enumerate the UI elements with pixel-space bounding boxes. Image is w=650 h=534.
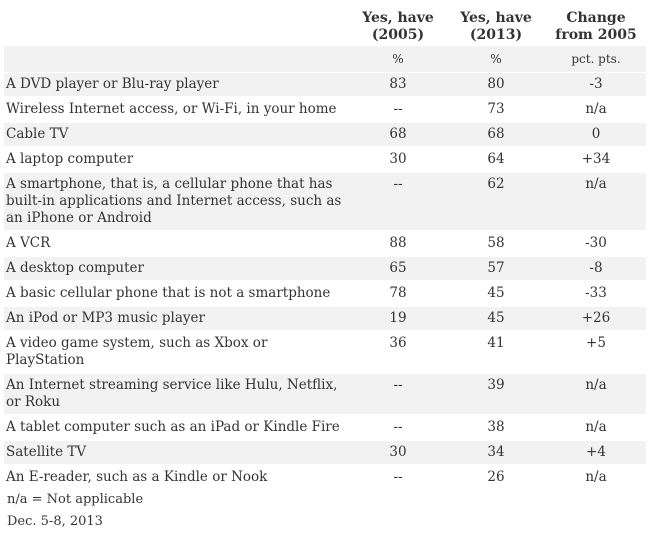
row-label: An iPod or MP3 music player — [4, 306, 350, 332]
value-2005: 36 — [350, 331, 446, 374]
value-change: +4 — [546, 440, 646, 466]
units-label-cell — [4, 46, 350, 73]
table-row: A laptop computer 30 64 +34 — [4, 147, 646, 173]
value-2013: 68 — [446, 122, 546, 148]
units-row: % % pct. pts. — [4, 46, 646, 73]
value-2013: 57 — [446, 256, 546, 282]
table-row: Wireless Internet access, or Wi-Fi, in y… — [4, 97, 646, 123]
value-2013: 41 — [446, 331, 546, 374]
ownership-table: Yes, have (2005) Yes, have (2013) Change… — [4, 6, 646, 491]
value-2013: 73 — [446, 97, 546, 123]
table-row: Satellite TV 30 34 +4 — [4, 440, 646, 466]
value-change: +34 — [546, 147, 646, 173]
row-label: A smartphone, that is, a cellular phone … — [4, 172, 350, 232]
value-2013: 80 — [446, 72, 546, 98]
value-2013: 62 — [446, 172, 546, 232]
header-2013-line2: (2013) — [469, 27, 523, 43]
row-label: A tablet computer such as an iPad or Kin… — [4, 415, 350, 441]
value-2005: 68 — [350, 122, 446, 148]
value-change: 0 — [546, 122, 646, 148]
value-change: -8 — [546, 256, 646, 282]
row-label: Wireless Internet access, or Wi-Fi, in y… — [4, 97, 350, 123]
header-2005-line2: (2005) — [371, 27, 425, 43]
footnote-date: Dec. 5-8, 2013 — [7, 514, 103, 529]
table-row: An iPod or MP3 music player 19 45 +26 — [4, 306, 646, 332]
header-2005: Yes, have (2005) — [350, 6, 446, 46]
row-label: Satellite TV — [4, 440, 350, 466]
footnote-na: n/a = Not applicable — [7, 492, 144, 507]
value-2013: 45 — [446, 306, 546, 332]
header-change-line2: from 2005 — [555, 27, 637, 43]
unit-2005: % — [350, 46, 446, 73]
value-change: n/a — [546, 373, 646, 416]
value-change: +5 — [546, 331, 646, 374]
value-2013: 64 — [446, 147, 546, 173]
header-change: Change from 2005 — [546, 6, 646, 46]
table-row: Cable TV 68 68 0 — [4, 122, 646, 148]
value-2005: -- — [350, 465, 446, 491]
value-2005: -- — [350, 373, 446, 416]
value-change: n/a — [546, 465, 646, 491]
header-2013-line1: Yes, have — [460, 10, 532, 26]
table-row: A VCR 88 58 -30 — [4, 231, 646, 257]
row-label: A basic cellular phone that is not a sma… — [4, 281, 350, 307]
value-2005: 30 — [350, 147, 446, 173]
row-label: A video game system, such as Xbox or Pla… — [4, 331, 350, 374]
table-row: An Internet streaming service like Hulu,… — [4, 373, 646, 416]
header-change-line1: Change — [566, 10, 626, 26]
value-change: -3 — [546, 72, 646, 98]
value-2005: -- — [350, 172, 446, 232]
header-row: Yes, have (2005) Yes, have (2013) Change… — [4, 6, 646, 46]
value-2013: 39 — [446, 373, 546, 416]
row-label: Cable TV — [4, 122, 350, 148]
row-label: An E-reader, such as a Kindle or Nook — [4, 465, 350, 491]
value-2013: 26 — [446, 465, 546, 491]
value-change: -30 — [546, 231, 646, 257]
value-2005: 78 — [350, 281, 446, 307]
value-2005: 88 — [350, 231, 446, 257]
unit-2013: % — [446, 46, 546, 73]
table-row: An E-reader, such as a Kindle or Nook -- 2… — [4, 465, 646, 491]
header-2005-line1: Yes, have — [362, 10, 434, 26]
value-2005: 19 — [350, 306, 446, 332]
unit-change: pct. pts. — [546, 46, 646, 73]
header-2013: Yes, have (2013) — [446, 6, 546, 46]
row-label: An Internet streaming service like Hulu,… — [4, 373, 350, 416]
value-2005: -- — [350, 415, 446, 441]
value-change: +26 — [546, 306, 646, 332]
table-row: A desktop computer 65 57 -8 — [4, 256, 646, 282]
row-label: A laptop computer — [4, 147, 350, 173]
table-body: A DVD player or Blu-ray player 83 80 -3 Wire… — [4, 72, 646, 491]
row-label: A VCR — [4, 231, 350, 257]
value-change: n/a — [546, 415, 646, 441]
footnotes: n/a = Not applicable Dec. 5-8, 2013 — [7, 489, 143, 533]
value-2005: -- — [350, 97, 446, 123]
value-2005: 83 — [350, 72, 446, 98]
survey-table-container: Yes, have (2005) Yes, have (2013) Change… — [4, 6, 646, 491]
value-2013: 38 — [446, 415, 546, 441]
value-change: n/a — [546, 172, 646, 232]
value-2013: 34 — [446, 440, 546, 466]
value-2005: 65 — [350, 256, 446, 282]
value-2013: 45 — [446, 281, 546, 307]
value-change: -33 — [546, 281, 646, 307]
row-label: A DVD player or Blu-ray player — [4, 72, 350, 98]
value-2005: 30 — [350, 440, 446, 466]
header-label-cell — [4, 6, 350, 46]
table-row: A tablet computer such as an iPad or Kin… — [4, 415, 646, 441]
table-row: A video game system, such as Xbox or Pla… — [4, 331, 646, 374]
table-row: A DVD player or Blu-ray player 83 80 -3 — [4, 72, 646, 98]
value-change: n/a — [546, 97, 646, 123]
table-row: A smartphone, that is, a cellular phone … — [4, 172, 646, 232]
value-2013: 58 — [446, 231, 546, 257]
row-label: A desktop computer — [4, 256, 350, 282]
table-row: A basic cellular phone that is not a sma… — [4, 281, 646, 307]
